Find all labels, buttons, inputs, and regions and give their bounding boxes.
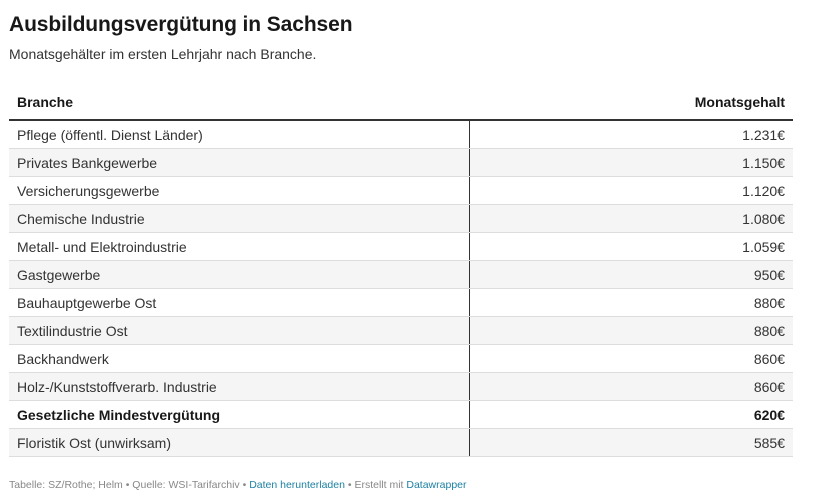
- column-header-monatsgehalt[interactable]: Monatsgehalt: [469, 85, 793, 121]
- cell-monatsgehalt: 585€: [469, 428, 793, 457]
- table-row: Gastgewerbe 950€: [9, 260, 793, 289]
- chart-subtitle: Monatsgehälter im ersten Lehrjahr nach B…: [9, 46, 317, 62]
- chart-title: Ausbildungsvergütung in Sachsen: [9, 13, 353, 36]
- table-header-row: Branche Monatsgehalt: [9, 85, 793, 121]
- cell-branche: Textilindustrie Ost: [9, 316, 470, 345]
- cell-monatsgehalt: 1.231€: [469, 120, 793, 149]
- cell-branche: Chemische Industrie: [9, 204, 470, 233]
- table-row: Versicherungsgewerbe 1.120€: [9, 176, 793, 205]
- cell-monatsgehalt: 1.059€: [469, 232, 793, 261]
- chart-container: Ausbildungsvergütung in Sachsen Monatsge…: [9, 0, 793, 457]
- made-with-note: • Erstellt mit: [344, 479, 407, 491]
- cell-branche: Gesetzliche Mindestvergütung: [9, 400, 470, 429]
- cell-branche: Floristik Ost (unwirksam): [9, 428, 470, 457]
- table-row: Gesetzliche Mindestvergütung 620€: [9, 400, 793, 429]
- datawrapper-link[interactable]: Datawrapper: [406, 479, 467, 491]
- cell-monatsgehalt: 1.120€: [469, 176, 793, 205]
- cell-branche: Holz-/Kunststoffverarb. Industrie: [9, 372, 470, 401]
- table-header: Branche Monatsgehalt: [9, 85, 793, 121]
- cell-branche: Gastgewerbe: [9, 260, 470, 289]
- cell-branche: Backhandwerk: [9, 344, 470, 373]
- table-body: Pflege (öffentl. Dienst Länder) 1.231€ Pri…: [9, 120, 793, 457]
- chart-footer: Tabelle: SZ/Rothe; Helm • Quelle: WSI-Ta…: [9, 478, 467, 492]
- table-row: Holz-/Kunststoffverarb. Industrie 860€: [9, 372, 793, 401]
- table-row: Privates Bankgewerbe 1.150€: [9, 148, 793, 177]
- cell-monatsgehalt: 620€: [469, 400, 793, 429]
- table-row: Bauhauptgewerbe Ost 880€: [9, 288, 793, 317]
- cell-monatsgehalt: 1.150€: [469, 148, 793, 177]
- cell-branche: Bauhauptgewerbe Ost: [9, 288, 470, 317]
- column-header-branche[interactable]: Branche: [9, 85, 470, 121]
- table-row: Floristik Ost (unwirksam) 585€: [9, 428, 793, 457]
- table-row: Textilindustrie Ost 880€: [9, 316, 793, 345]
- download-data-link[interactable]: Daten herunterladen: [249, 479, 345, 491]
- table-row: Pflege (öffentl. Dienst Länder) 1.231€: [9, 120, 793, 149]
- data-table: Branche Monatsgehalt Pflege (öffentl. Di…: [9, 85, 793, 457]
- cell-branche: Metall- und Elektroindustrie: [9, 232, 470, 261]
- cell-branche: Versicherungsgewerbe: [9, 176, 470, 205]
- table-row: Metall- und Elektroindustrie 1.059€: [9, 232, 793, 261]
- cell-monatsgehalt: 860€: [469, 344, 793, 373]
- cell-monatsgehalt: 1.080€: [469, 204, 793, 233]
- cell-branche: Pflege (öffentl. Dienst Länder): [9, 120, 470, 149]
- table-row: Chemische Industrie 1.080€: [9, 204, 793, 233]
- cell-monatsgehalt: 950€: [469, 260, 793, 289]
- table-row: Backhandwerk 860€: [9, 344, 793, 373]
- cell-monatsgehalt: 860€: [469, 372, 793, 401]
- cell-monatsgehalt: 880€: [469, 288, 793, 317]
- source-note: Tabelle: SZ/Rothe; Helm • Quelle: WSI-Ta…: [9, 479, 250, 491]
- cell-branche: Privates Bankgewerbe: [9, 148, 470, 177]
- cell-monatsgehalt: 880€: [469, 316, 793, 345]
